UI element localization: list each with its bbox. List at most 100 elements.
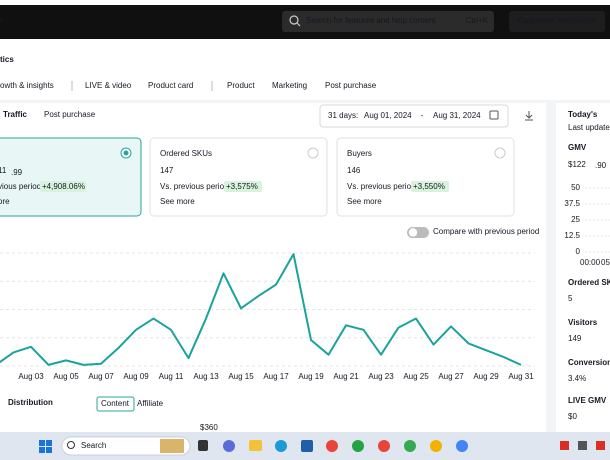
change-badge bbox=[40, 181, 86, 192]
comparison: vious period bbox=[0, 182, 41, 191]
x-tick-label: Aug 07 bbox=[88, 372, 114, 381]
x-tick-label: 00:00 bbox=[580, 258, 601, 267]
metric-value: 146 bbox=[347, 166, 361, 175]
date-label: 31 days: bbox=[328, 111, 358, 120]
nav-item[interactable]: owth & insights bbox=[0, 81, 54, 90]
x-tick-label: Aug 23 bbox=[368, 372, 394, 381]
search-placeholder: Search for features and help content bbox=[306, 16, 436, 25]
metric-card[interactable] bbox=[149, 137, 328, 217]
x-tick-label: Aug 11 bbox=[159, 372, 184, 381]
metric-label: LIVE GMV bbox=[568, 396, 607, 405]
search-icon bbox=[289, 15, 299, 25]
metric-label: Conversion r bbox=[568, 358, 610, 367]
metric-title: Buyers bbox=[347, 149, 372, 158]
y-tick-label: 50 bbox=[571, 183, 580, 192]
toggle-label: Compare with previous period bbox=[433, 227, 539, 236]
taskbar-search[interactable] bbox=[61, 436, 191, 456]
search-icon bbox=[67, 441, 75, 449]
x-tick-label: Aug 31 bbox=[508, 372, 534, 381]
axis-label: $360 bbox=[200, 423, 218, 432]
metric-card[interactable] bbox=[336, 137, 515, 217]
y-tick-label: 25 bbox=[571, 215, 580, 224]
see-more[interactable]: See more bbox=[347, 197, 382, 206]
tab[interactable]: Traffic bbox=[3, 110, 28, 119]
change-badge bbox=[411, 181, 449, 192]
date-start: Aug 01, 2024 bbox=[364, 111, 412, 120]
section-title: Distribution bbox=[8, 398, 53, 407]
metric-decimals: .99 bbox=[11, 168, 23, 177]
date-separator: - bbox=[421, 111, 424, 120]
x-tick-label: Aug 05 bbox=[53, 372, 79, 381]
side-panel bbox=[556, 103, 610, 432]
metric-card[interactable] bbox=[0, 137, 142, 217]
nav-item[interactable]: Product card bbox=[148, 81, 193, 90]
x-tick-label: Aug 25 bbox=[403, 372, 429, 381]
page-title: tics bbox=[0, 55, 14, 64]
date-end: Aug 31, 2024 bbox=[433, 111, 481, 120]
x-tick-label: Aug 21 bbox=[333, 372, 359, 381]
search-box[interactable] bbox=[282, 11, 494, 32]
metric-value: 3.4% bbox=[568, 374, 586, 383]
nav-item[interactable]: Post purchase bbox=[325, 81, 377, 90]
line bbox=[0, 253, 522, 366]
download-icon[interactable] bbox=[525, 111, 533, 121]
metric-value: 11 bbox=[0, 166, 7, 175]
metric-title: Ordered SKUs bbox=[160, 149, 212, 158]
metric-label: Ordered SKU bbox=[568, 278, 610, 287]
comparison: Vs. previous period bbox=[160, 182, 228, 191]
toggle-knob bbox=[408, 228, 418, 237]
metric-value: 147 bbox=[160, 166, 174, 175]
change: +4,908.06% bbox=[42, 182, 85, 191]
x-tick-label: Aug 03 bbox=[18, 372, 44, 381]
change: +3,550% bbox=[413, 182, 445, 191]
metric-value: $0 bbox=[568, 412, 577, 421]
metric-value: 149 bbox=[568, 334, 582, 343]
x-tick-label: Aug 17 bbox=[263, 372, 289, 381]
y-tick-label: 37.5 bbox=[564, 199, 580, 208]
change: +3,575% bbox=[226, 182, 258, 191]
x-tick-label: Aug 29 bbox=[473, 372, 499, 381]
y-tick-label: 0 bbox=[576, 247, 581, 256]
x-tick-label: Aug 13 bbox=[193, 372, 219, 381]
radio[interactable] bbox=[494, 147, 506, 159]
metric-value: $122 bbox=[568, 160, 586, 169]
messages-button[interactable] bbox=[509, 11, 605, 32]
tab[interactable]: Content bbox=[101, 399, 130, 408]
date-picker[interactable] bbox=[319, 104, 509, 128]
see-more[interactable]: See more bbox=[160, 197, 195, 206]
see-more[interactable]: ore bbox=[0, 197, 10, 206]
metric-label: Visitors bbox=[568, 318, 598, 327]
x-tick-label: Aug 19 bbox=[298, 372, 324, 381]
metric-label: GMV bbox=[568, 143, 587, 152]
updated: Last updated bbox=[568, 123, 610, 132]
x-tick-label: Aug 09 bbox=[123, 372, 149, 381]
taskbar-image bbox=[160, 439, 184, 453]
x-tick-label: Aug 27 bbox=[438, 372, 464, 381]
metric-value: 5 bbox=[568, 294, 573, 303]
nav-item[interactable]: Product bbox=[227, 81, 255, 90]
button-label[interactable]: Customer messages bbox=[518, 16, 597, 25]
shortcut: Ctrl+K bbox=[466, 16, 489, 25]
y-tick-label: 12.5 bbox=[564, 231, 580, 240]
taskbar-icons[interactable] bbox=[198, 440, 605, 452]
radio-dot bbox=[123, 150, 129, 156]
change-badge bbox=[224, 181, 262, 192]
start-button[interactable] bbox=[39, 440, 52, 453]
taskbar-search-label: Search bbox=[81, 441, 106, 450]
x-tick-label: Aug 15 bbox=[228, 372, 254, 381]
calendar-icon bbox=[489, 110, 499, 120]
search-icon bbox=[296, 22, 301, 27]
tab[interactable]: Affiliate bbox=[137, 399, 164, 408]
panel-title: Today's bbox=[568, 110, 598, 119]
comparison: Vs. previous period bbox=[347, 182, 415, 191]
tab-active[interactable] bbox=[96, 396, 135, 412]
brand: r bbox=[0, 16, 3, 25]
nav-item[interactable]: Marketing bbox=[272, 81, 307, 90]
metric-decimals: .90 bbox=[595, 161, 607, 170]
nav-item[interactable]: LIVE & video bbox=[85, 81, 132, 90]
radio[interactable] bbox=[307, 147, 319, 159]
x-tick-label: 05: bbox=[601, 258, 610, 267]
tab[interactable]: Post purchase bbox=[44, 110, 96, 119]
